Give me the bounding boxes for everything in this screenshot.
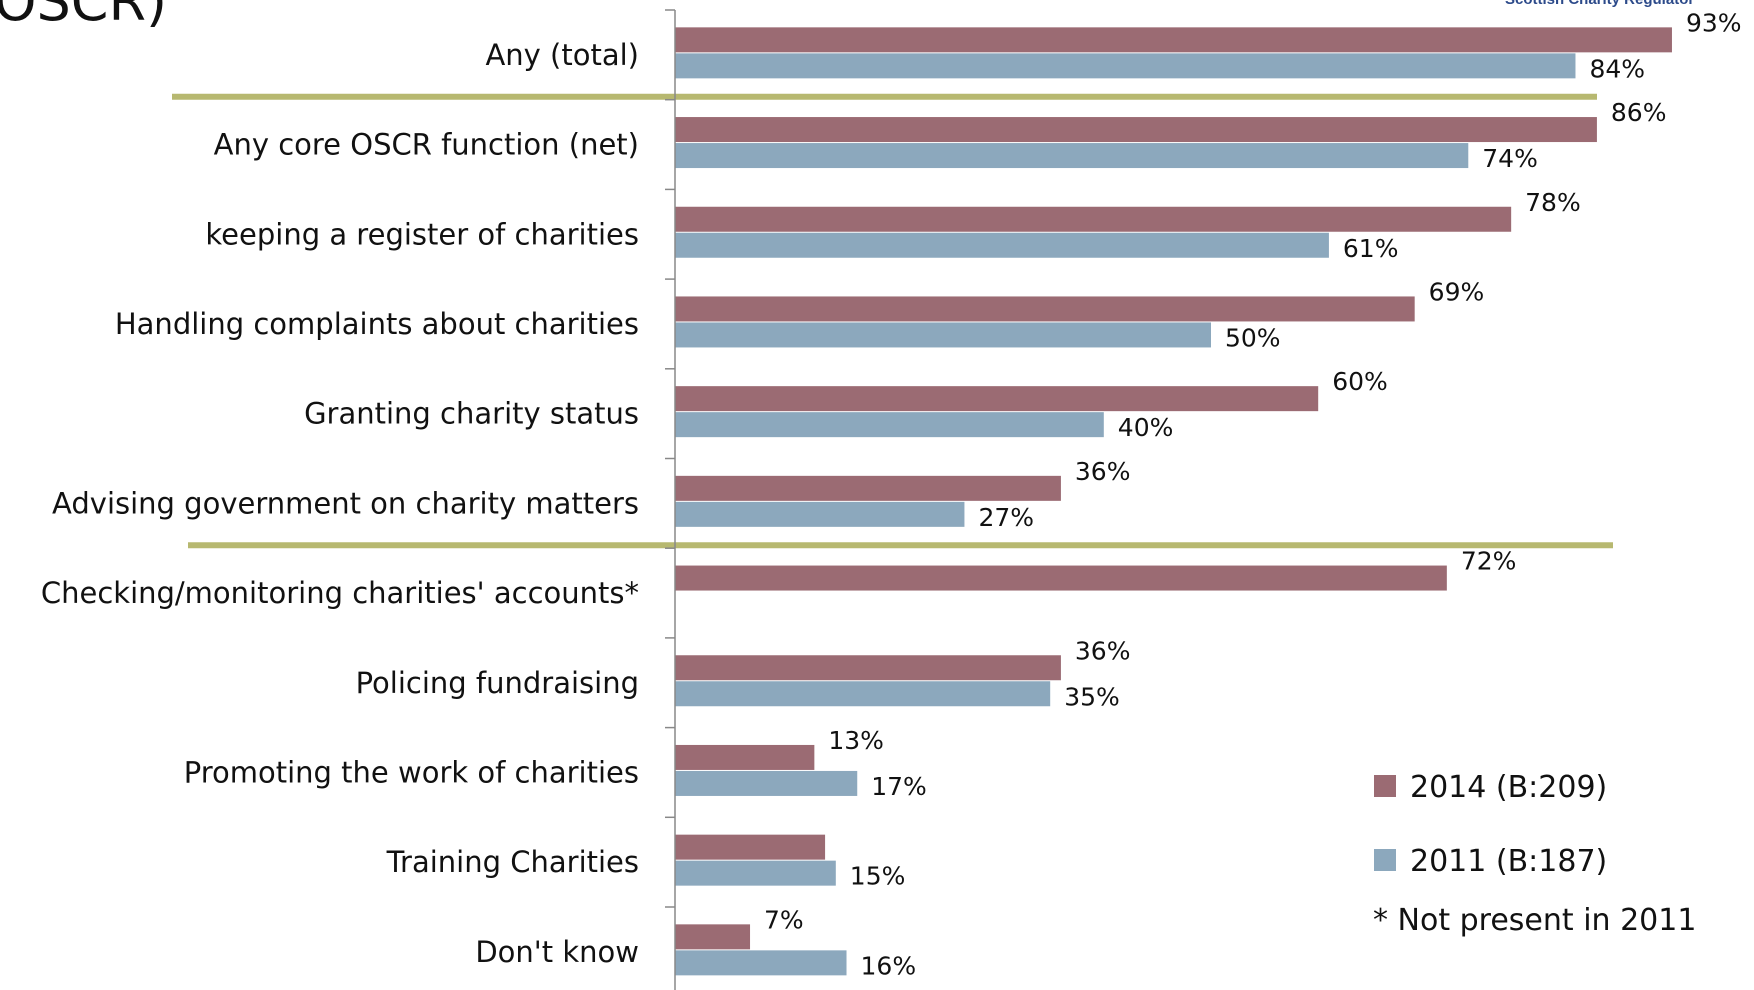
data-label: 60% [1332,367,1388,396]
category-label: Promoting the work of charities [184,755,639,789]
category-label: Handling complaints about charities [115,307,639,341]
legend-note: * Not present in 2011 [1373,903,1696,938]
data-label: 78% [1525,188,1581,217]
data-label: 16% [861,951,917,980]
bar-2011 [675,232,1329,258]
category-label: Checking/monitoring charities' accounts* [41,576,639,610]
divider-lines [172,93,1613,549]
category-axis [665,9,676,990]
bar-2014 [675,565,1447,591]
legend-swatch-2011 [1374,849,1396,871]
legend-swatch-2014 [1374,775,1396,797]
bars [675,27,1672,976]
bar-2011 [675,950,847,976]
bar-2011 [675,412,1104,438]
bar-2014 [675,655,1061,681]
bar-2011 [675,681,1051,707]
bar-2011 [675,501,965,527]
data-label: 36% [1075,636,1131,665]
bar-2014 [675,296,1415,322]
legend-label-2014: 2014 (B:209) [1410,770,1607,805]
data-label: 84% [1589,54,1645,83]
bar-2011 [675,143,1469,169]
data-label: 74% [1482,144,1538,173]
data-label: 93% [1686,8,1742,37]
legend: 2014 (B:209) 2011 (B:187) * Not present … [1373,770,1696,938]
slide-title: OSCR) [0,0,168,33]
data-label: 86% [1611,98,1667,127]
category-label: Policing fundraising [356,666,639,700]
bar-2014 [675,924,751,950]
bar-2011 [675,53,1576,79]
data-label: 27% [978,503,1034,532]
brand-logo-text: Scottish Charity Regulator [1505,0,1694,8]
category-label: Training Charities [386,845,639,879]
category-label: Any core OSCR function (net) [214,128,639,162]
bar-2014 [675,117,1597,143]
data-label: 40% [1118,413,1174,442]
data-label: 69% [1429,277,1485,306]
bar-2014 [675,834,826,860]
bar-2014 [675,475,1061,501]
data-label: 15% [850,862,906,891]
bar-2011 [675,770,858,796]
value-labels: 93% 84% 86% 74% 78% 61% 69% 50% 60% 40% 36% 27% 72% 3… [764,8,1741,980]
category-label: keeping a register of charities [205,217,639,251]
bar-2011 [675,322,1211,348]
category-label: Don't know [475,935,639,969]
category-label: Granting charity status [304,397,639,431]
bar-2014 [675,386,1319,412]
data-label: 13% [828,726,884,755]
data-label: 61% [1343,234,1399,263]
data-label: 50% [1225,323,1281,352]
bar-2014 [675,206,1512,232]
data-label: 72% [1461,547,1517,576]
bar-2011 [675,860,836,886]
legend-label-2011: 2011 (B:187) [1410,844,1607,879]
category-labels: Any (total) Any core OSCR function (net) k… [41,38,639,969]
data-label: 7% [764,905,804,934]
data-label: 36% [1075,457,1131,486]
data-label: 35% [1064,682,1120,711]
category-label: Any (total) [485,38,639,72]
data-label: 17% [871,772,927,801]
category-label: Advising government on charity matters [52,486,639,520]
bar-2014 [675,27,1672,53]
bar-2014 [675,744,815,770]
